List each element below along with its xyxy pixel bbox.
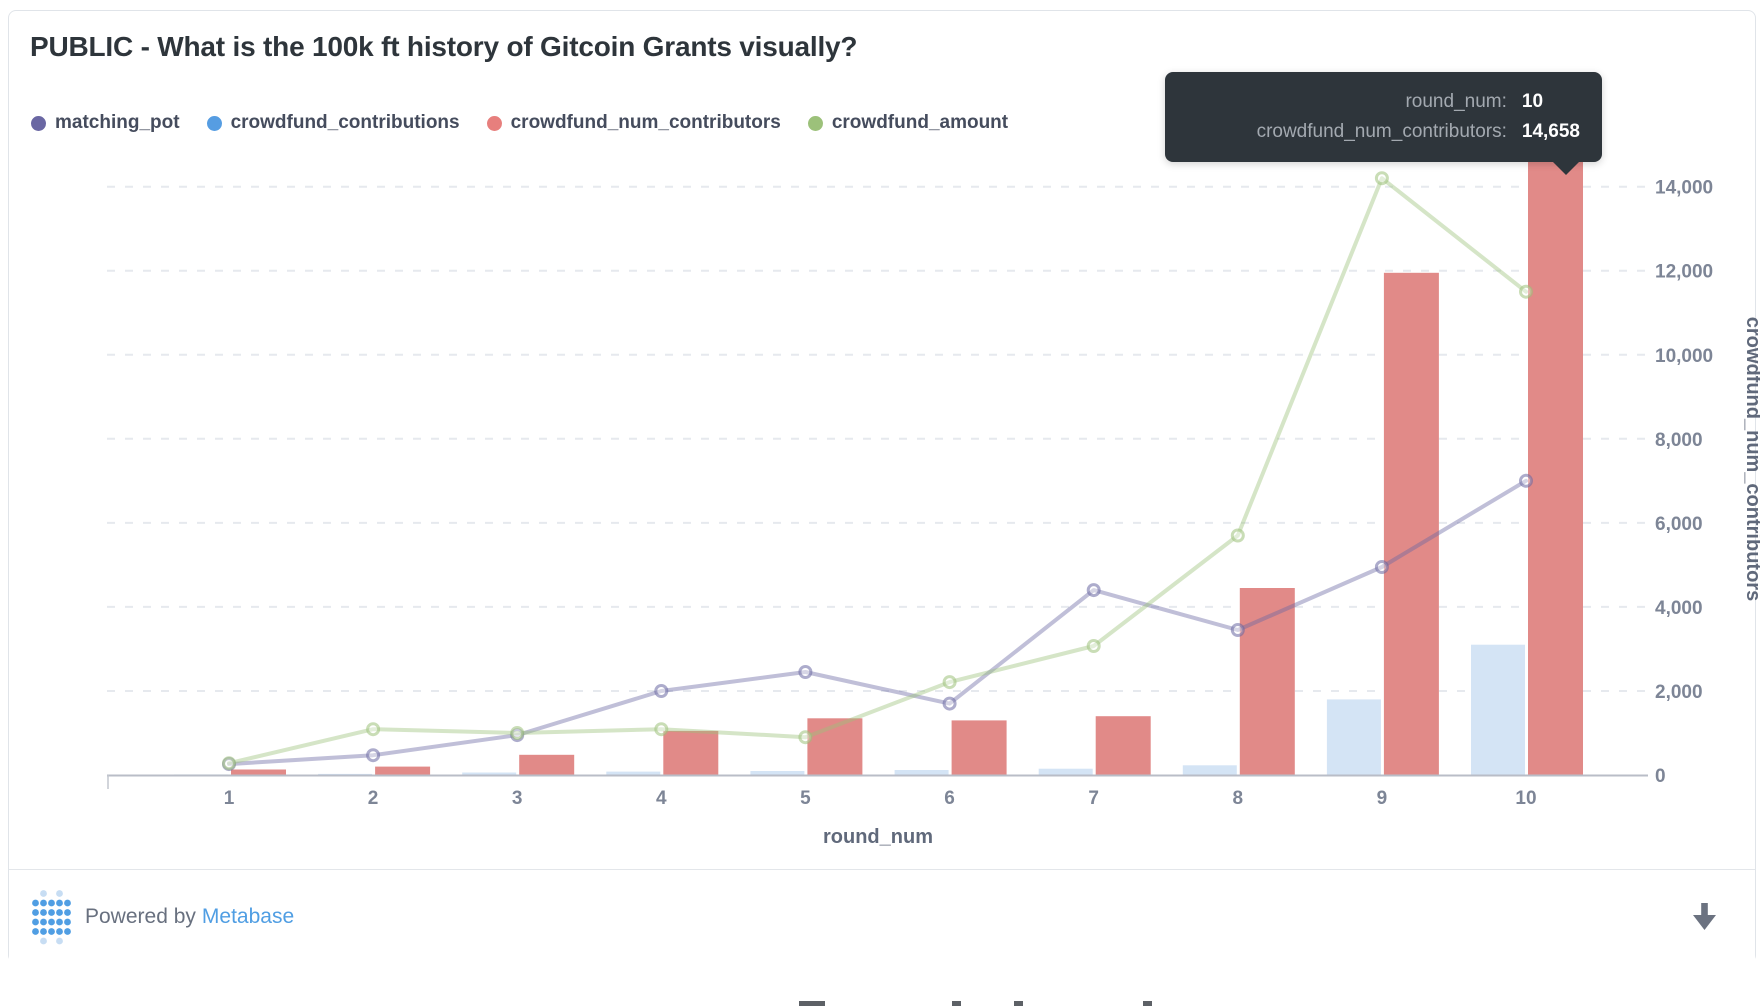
question-card — [8, 10, 1756, 963]
powered-by-text: Powered by Metabase — [85, 904, 295, 928]
bar-crowdfund_contributions-round-10[interactable] — [1471, 644, 1525, 775]
y-tick-label: 12,000 — [1655, 262, 1713, 283]
bar-crowdfund_contributions-round-6[interactable] — [894, 770, 949, 775]
point-matching_pot-round-10[interactable] — [1519, 473, 1533, 488]
clipped-glyph — [1143, 1001, 1152, 1006]
legend-item-crowdfund_num_contributors[interactable]: crowdfund_num_contributors — [486, 112, 781, 134]
clipped-text-fragment — [0, 998, 1760, 1006]
legend-dot-icon — [486, 115, 502, 131]
legend-item-crowdfund_contributions[interactable]: crowdfund_contributions — [206, 112, 460, 134]
point-matching_pot-round-9[interactable] — [1374, 560, 1389, 574]
legend-dot-icon — [206, 115, 222, 131]
bar-crowdfund_num_contributors-round-5[interactable] — [807, 718, 863, 775]
bar-crowdfund_contributions-round-9[interactable] — [1326, 699, 1381, 775]
footer-bar: Powered by Metabase — [9, 869, 1755, 963]
bar-crowdfund_num_contributors-round-7[interactable] — [1095, 716, 1151, 775]
bar-crowdfund_contributions-round-5[interactable] — [750, 771, 805, 775]
x-tick-label: 7 — [1088, 788, 1099, 809]
y-tick-label: 6,000 — [1655, 514, 1703, 535]
point-crowdfund_amount-round-10[interactable] — [1519, 284, 1533, 299]
x-tick-label: 6 — [944, 788, 955, 809]
x-tick-label: 2 — [368, 788, 379, 809]
legend-label: crowdfund_amount — [831, 112, 1009, 133]
point-crowdfund_amount-round-8[interactable] — [1230, 528, 1245, 543]
point-matching_pot-round-5[interactable] — [798, 665, 813, 679]
legend-item-matching_pot[interactable]: matching_pot — [31, 112, 180, 134]
bar-crowdfund_num_contributors-round-6[interactable] — [951, 720, 1007, 775]
chart-legend: matching_pot crowdfund_contributions crowd… — [31, 112, 1008, 134]
line-crowdfund_amount — [227, 176, 1528, 766]
tooltip-arrow-icon — [1551, 160, 1581, 175]
x-tick-label: 10 — [1515, 788, 1536, 809]
tooltip: round_num: 10 crowdfund_num_contributors: 1… — [1165, 72, 1602, 162]
download-button[interactable] — [1687, 900, 1721, 934]
tooltip-row-value: 14,658 — [1521, 121, 1580, 142]
bar-crowdfund_contributions-round-8[interactable] — [1182, 765, 1237, 775]
bar-crowdfund_num_contributors-round-1[interactable] — [231, 769, 286, 776]
download-arrow-icon — [1692, 903, 1716, 930]
x-tick-label: 1 — [224, 788, 235, 809]
point-matching_pot-round-7[interactable] — [1086, 583, 1101, 598]
line-matching_pot — [227, 478, 1528, 767]
clipped-glyph — [1014, 1001, 1023, 1006]
metabase-link[interactable]: Metabase — [201, 904, 295, 928]
tooltip-row-label: round_num: — [1405, 91, 1507, 112]
bar-crowdfund_num_contributors-round-8[interactable] — [1239, 588, 1295, 775]
point-crowdfund_amount-round-7[interactable] — [1086, 639, 1101, 653]
point-matching_pot-round-2[interactable] — [366, 748, 381, 763]
y-tick-label: 8,000 — [1655, 430, 1703, 451]
point-crowdfund_amount-round-5[interactable] — [798, 730, 813, 745]
x-axis-title: round_num — [823, 826, 933, 848]
point-matching_pot-round-6[interactable] — [942, 696, 957, 711]
point-crowdfund_amount-round-6[interactable] — [942, 675, 957, 690]
tooltip-row-label: crowdfund_num_contributors: — [1256, 121, 1507, 142]
legend-label: crowdfund_num_contributors — [510, 112, 781, 133]
x-tick-label: 3 — [512, 788, 523, 809]
metabase-logo-icon — [32, 889, 71, 944]
page-title: PUBLIC - What is the 100k ft history of … — [30, 31, 858, 62]
bar-crowdfund_num_contributors-round-3[interactable] — [519, 754, 575, 775]
bar-crowdfund_num_contributors-round-9[interactable] — [1383, 272, 1439, 775]
y-tick-label: 4,000 — [1655, 598, 1703, 619]
point-matching_pot-round-4[interactable] — [654, 684, 669, 698]
y-tick-label: 10,000 — [1655, 346, 1713, 367]
point-matching_pot-round-8[interactable] — [1230, 623, 1245, 637]
point-crowdfund_amount-round-3[interactable] — [510, 726, 525, 740]
legend-dot-icon — [807, 115, 823, 131]
bar-crowdfund_num_contributors-round-4[interactable] — [663, 730, 719, 775]
point-crowdfund_amount-round-9[interactable] — [1374, 171, 1389, 186]
clipped-glyph — [952, 1001, 961, 1006]
point-crowdfund_amount-round-1[interactable] — [222, 756, 236, 771]
bar-crowdfund_contributions-round-2[interactable] — [318, 773, 373, 775]
x-tick-label: 8 — [1233, 788, 1244, 809]
bar-crowdfund_contributions-round-4[interactable] — [606, 771, 661, 775]
bar-crowdfund_num_contributors-round-2[interactable] — [375, 766, 431, 775]
point-crowdfund_amount-round-2[interactable] — [366, 722, 381, 737]
y-tick-label: 0 — [1655, 766, 1666, 787]
bar-crowdfund_contributions-round-7[interactable] — [1038, 768, 1093, 775]
point-crowdfund_amount-round-4[interactable] — [654, 722, 669, 737]
bar-crowdfund_num_contributors-round-10[interactable] — [1528, 159, 1583, 775]
y-tick-label: 14,000 — [1655, 178, 1713, 199]
y-axis-title: crowdfund_num_contributors — [1742, 317, 1760, 601]
legend-dot-icon — [31, 115, 46, 131]
tooltip-row-value: 10 — [1521, 91, 1544, 112]
y-tick-label: 2,000 — [1655, 682, 1703, 703]
x-tick-label: 9 — [1377, 788, 1388, 809]
legend-item-crowdfund_amount[interactable]: crowdfund_amount — [807, 112, 1009, 134]
x-tick-label: 4 — [656, 788, 667, 809]
legend-label: matching_pot — [55, 112, 180, 133]
clipped-glyph — [799, 1001, 825, 1006]
bar-crowdfund_contributions-round-3[interactable] — [462, 772, 517, 776]
x-tick-label: 5 — [800, 788, 811, 809]
legend-label: crowdfund_contributions — [230, 112, 460, 133]
